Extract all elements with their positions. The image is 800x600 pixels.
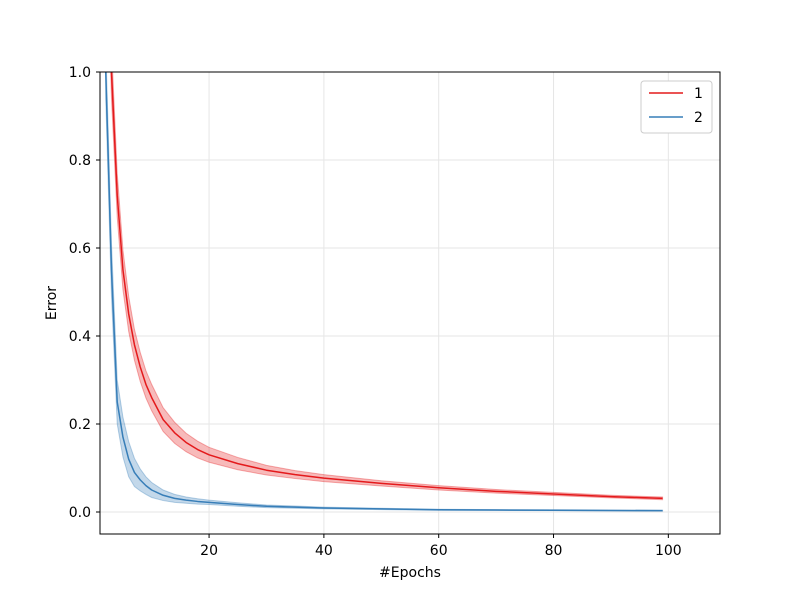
plot-background [100, 72, 720, 534]
y-tick-label: 0.2 [69, 417, 91, 433]
legend: 1 2 [640, 80, 713, 134]
y-tick-label: 0.8 [69, 153, 91, 169]
plot-frame [99, 71, 721, 535]
confidence-bands [105, 72, 664, 512]
x-tick-label: 100 [655, 543, 682, 559]
y-tick-label: 0.6 [69, 241, 91, 257]
x-axis-ticks: 20 40 60 80 100 [200, 534, 682, 559]
x-axis-title: #Epochs [379, 565, 441, 581]
series-lines [104, 72, 663, 512]
band-series-2 [105, 72, 664, 512]
x-tick-label: 80 [545, 543, 563, 559]
x-tick-label: 60 [430, 543, 448, 559]
y-tick-label: 1.0 [69, 65, 91, 81]
line-series-2 [104, 72, 663, 512]
x-tick-label: 20 [200, 543, 218, 559]
line-series-1 [110, 72, 663, 500]
x-tick-label: 40 [315, 543, 333, 559]
legend-label-series-2: 2 [694, 110, 703, 126]
y-tick-label: 0.4 [69, 329, 91, 345]
band-series-1 [110, 72, 664, 501]
y-axis-ticks: 0.0 0.2 0.4 0.6 0.8 1.0 [69, 65, 100, 521]
y-axis-title: Error [44, 286, 60, 320]
legend-label-series-1: 1 [694, 86, 703, 102]
y-tick-label: 0.0 [69, 505, 91, 521]
legend-box [640, 80, 713, 134]
